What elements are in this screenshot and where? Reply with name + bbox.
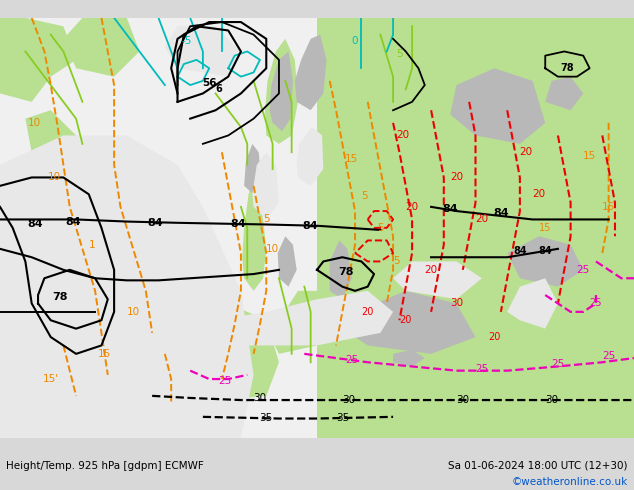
Polygon shape <box>295 35 327 110</box>
Text: 25: 25 <box>346 355 358 365</box>
Polygon shape <box>273 291 349 354</box>
Text: 84: 84 <box>513 246 527 256</box>
Text: 84: 84 <box>27 219 42 229</box>
Text: 20: 20 <box>396 130 409 141</box>
Polygon shape <box>25 110 76 165</box>
Text: 84: 84 <box>65 217 81 226</box>
Text: 78: 78 <box>560 63 574 73</box>
Text: 84: 84 <box>148 218 163 228</box>
Text: 35: 35 <box>260 413 273 423</box>
Polygon shape <box>507 278 558 329</box>
Text: 30: 30 <box>456 395 469 405</box>
Text: 78: 78 <box>53 292 68 302</box>
Text: 84: 84 <box>443 204 458 214</box>
Polygon shape <box>278 236 297 287</box>
Text: 84: 84 <box>493 208 508 218</box>
Text: 15: 15 <box>602 202 615 212</box>
Text: 35: 35 <box>336 413 349 423</box>
Text: 20: 20 <box>476 215 488 224</box>
Text: 5: 5 <box>263 215 269 224</box>
Text: 5: 5 <box>396 49 403 58</box>
Text: 25: 25 <box>602 351 615 361</box>
Text: 56: 56 <box>202 78 216 88</box>
Polygon shape <box>265 39 298 144</box>
Polygon shape <box>216 291 393 345</box>
Text: 20: 20 <box>533 189 545 199</box>
Text: 10: 10 <box>266 244 279 254</box>
Text: 84: 84 <box>303 221 318 231</box>
Polygon shape <box>507 236 583 287</box>
Text: 25: 25 <box>476 364 488 373</box>
Polygon shape <box>450 68 545 144</box>
Text: 15': 15' <box>42 374 59 384</box>
Polygon shape <box>297 127 323 186</box>
Text: 15: 15 <box>346 153 358 164</box>
Text: 30: 30 <box>342 395 355 405</box>
Text: 15: 15 <box>539 223 552 233</box>
Text: 5: 5 <box>361 192 368 201</box>
Text: -5: -5 <box>182 36 192 46</box>
Text: 20: 20 <box>399 315 412 325</box>
Text: 10: 10 <box>48 172 60 182</box>
Polygon shape <box>114 383 139 400</box>
Polygon shape <box>242 177 266 291</box>
Text: 25: 25 <box>590 298 602 308</box>
Text: 20: 20 <box>425 265 437 275</box>
Text: 0: 0 <box>352 36 358 46</box>
Polygon shape <box>0 18 76 102</box>
Text: 6: 6 <box>216 84 222 94</box>
Polygon shape <box>165 26 241 76</box>
Text: 84: 84 <box>538 246 552 256</box>
Text: 5: 5 <box>393 256 399 267</box>
Text: 25: 25 <box>577 265 590 275</box>
Text: 10: 10 <box>127 307 139 317</box>
Text: ©weatheronline.co.uk: ©weatheronline.co.uk <box>512 477 628 487</box>
Polygon shape <box>393 350 425 367</box>
Polygon shape <box>152 303 279 404</box>
Text: 15: 15 <box>98 349 111 359</box>
Text: 30: 30 <box>254 393 266 403</box>
Polygon shape <box>349 291 476 354</box>
Polygon shape <box>252 152 279 220</box>
Polygon shape <box>545 76 583 110</box>
Text: 10: 10 <box>29 118 41 128</box>
Text: 30: 30 <box>545 395 558 405</box>
Text: 15: 15 <box>583 151 596 161</box>
Text: 20: 20 <box>488 332 501 342</box>
Polygon shape <box>330 241 352 299</box>
Text: 25: 25 <box>219 376 231 386</box>
Text: 20: 20 <box>520 147 533 157</box>
Text: 5: 5 <box>377 223 384 233</box>
Polygon shape <box>63 18 139 76</box>
Text: 78: 78 <box>338 267 353 277</box>
Text: 20: 20 <box>450 172 463 182</box>
Polygon shape <box>393 262 482 299</box>
Text: Height/Temp. 925 hPa [gdpm] ECMWF: Height/Temp. 925 hPa [gdpm] ECMWF <box>6 461 204 471</box>
Text: 84: 84 <box>230 219 245 229</box>
Text: 20: 20 <box>406 202 418 212</box>
Polygon shape <box>269 51 293 131</box>
Text: 1: 1 <box>89 240 95 249</box>
Polygon shape <box>317 18 634 438</box>
Polygon shape <box>244 144 261 194</box>
Text: Sa 01-06-2024 18:00 UTC (12+30): Sa 01-06-2024 18:00 UTC (12+30) <box>448 461 628 471</box>
Text: 25: 25 <box>552 359 564 369</box>
Text: 30: 30 <box>450 298 463 308</box>
Text: 20: 20 <box>361 307 374 317</box>
Polygon shape <box>0 135 254 438</box>
